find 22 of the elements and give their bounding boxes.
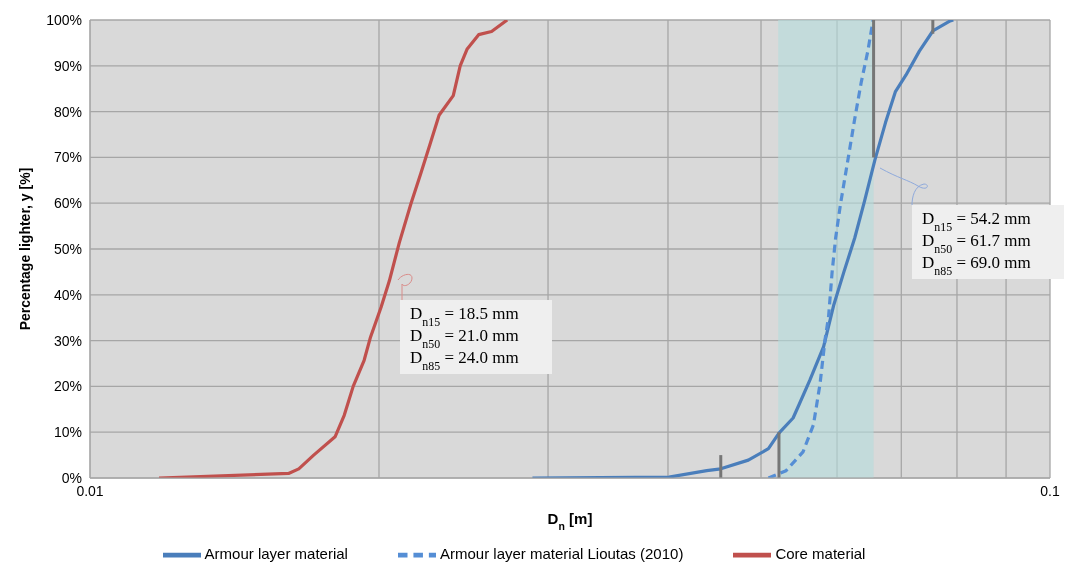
y-tick-label: 100% [46,11,82,28]
y-tick-label: 40% [53,286,82,303]
y-tick-label: 60% [53,195,82,212]
legend-label: Core material [775,544,866,562]
y-axis-title: Percentage lighter, y [%] [17,167,33,331]
annotation: D$_{n85}$ = 69.0 mm [922,253,1031,278]
y-tick-label: 30% [53,332,82,349]
y-tick-label: 90% [53,57,82,74]
legend-label: Armour layer material [204,544,348,562]
y-tick-label: 20% [53,378,82,395]
annotation: D$_{n85}$ = 24.0 mm [410,348,519,373]
annotation: D$_{n15}$ = 18.5 mm [410,304,519,329]
x-tick-label: 0.1 [1040,482,1060,499]
y-tick-label: 50% [53,240,82,257]
annotation: D$_{n50}$ = 61.7 mm [922,231,1031,256]
legend-label: Armour layer material Lioutas (2010) [439,544,684,562]
y-tick-label: 10% [53,424,82,441]
y-tick-label: 70% [53,149,82,166]
y-tick-label: 80% [53,103,82,120]
annotation: D$_{n50}$ = 21.0 mm [410,326,519,351]
annotation: D$_{n15}$ = 54.2 mm [922,209,1031,234]
x-axis-title: D$_{n}$ [m] [547,510,593,532]
